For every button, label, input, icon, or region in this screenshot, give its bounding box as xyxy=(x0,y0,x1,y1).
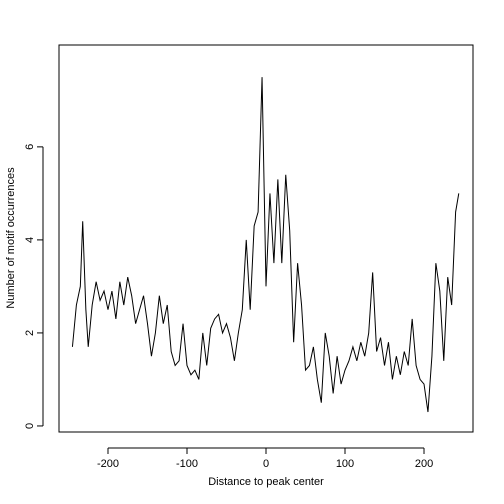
y-tick-label: 6 xyxy=(24,144,36,150)
plot-box xyxy=(58,44,474,433)
x-tick-label: 0 xyxy=(263,458,269,470)
y-axis-label: Number of motif occurrences xyxy=(5,167,17,309)
x-tick-label: -100 xyxy=(176,458,198,470)
x-tick-label: -200 xyxy=(97,458,119,470)
x-tick-label: 200 xyxy=(415,458,433,470)
x-tick-label: 100 xyxy=(336,458,354,470)
data-line xyxy=(71,77,460,413)
y-tick-label: 2 xyxy=(24,330,36,336)
y-tick-label: 4 xyxy=(24,237,36,243)
x-axis-label: Distance to peak center xyxy=(208,476,324,488)
y-tick-label: 0 xyxy=(24,423,36,429)
